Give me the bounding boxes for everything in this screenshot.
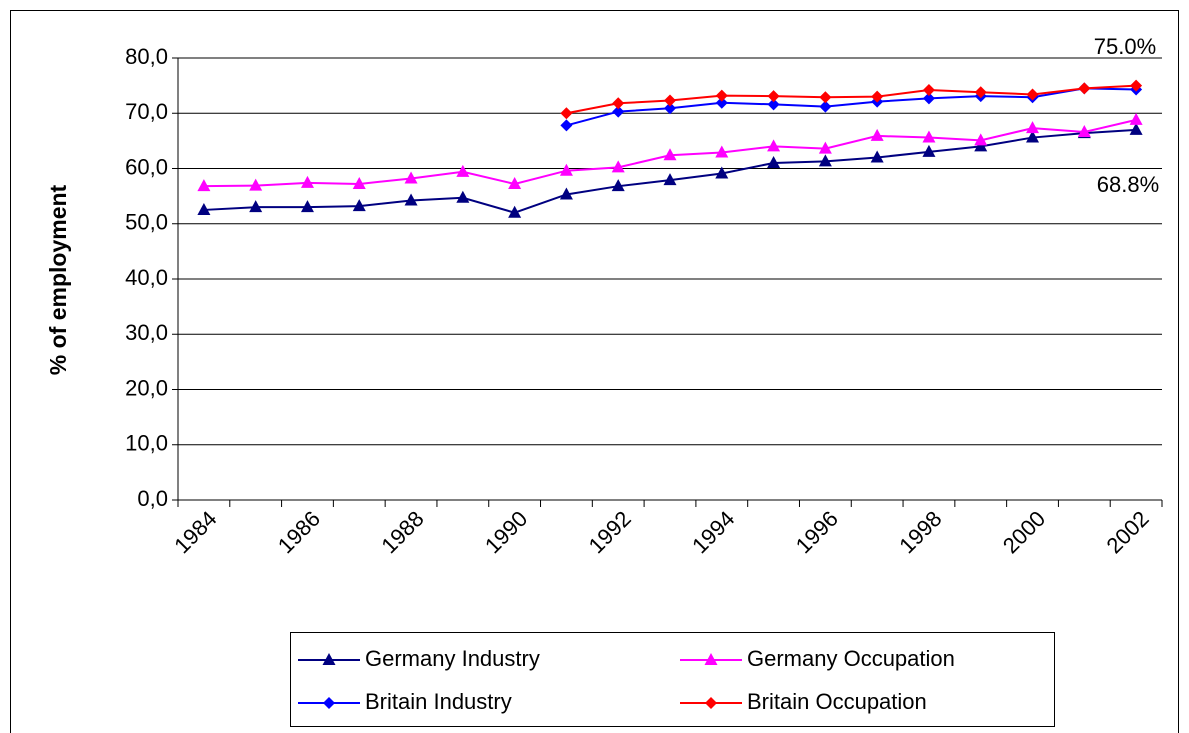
data-point [456, 164, 470, 177]
legend [290, 632, 1055, 727]
data-point [1078, 82, 1091, 95]
data-point [767, 155, 781, 168]
data-point [300, 175, 314, 188]
data-point [974, 133, 988, 146]
data-point [871, 90, 884, 103]
y-tick-label: 0,0 [137, 486, 168, 511]
data-point [819, 91, 832, 104]
data-point [249, 200, 263, 213]
data-point [715, 89, 728, 102]
data-point [404, 171, 418, 184]
data-point [559, 187, 573, 200]
legend-label: Germany Industry [365, 646, 540, 671]
data-point [663, 148, 677, 161]
data-point [611, 179, 625, 192]
data-point [870, 150, 884, 163]
y-tick-label: 20,0 [125, 375, 168, 400]
legend-marker [322, 653, 336, 665]
data-point [922, 144, 936, 157]
data-point [818, 154, 832, 167]
data-point [559, 163, 573, 176]
data-point [612, 97, 625, 110]
data-point [1026, 88, 1039, 101]
legend-marker [323, 697, 335, 709]
data-point [404, 193, 418, 206]
data-point [715, 166, 729, 179]
series-line [566, 84, 1137, 115]
data-point [352, 176, 366, 189]
data-point [1129, 112, 1143, 125]
data-point [612, 105, 625, 118]
data-point [715, 145, 729, 158]
data-point [663, 173, 677, 186]
data-point [664, 94, 676, 107]
data-point [508, 176, 522, 189]
data-point [818, 141, 832, 154]
data-point [249, 178, 263, 191]
series-line [566, 87, 1137, 127]
legend-marker [704, 653, 718, 665]
y-tick-label: 10,0 [125, 431, 168, 456]
annotation: 68.8% [1097, 172, 1159, 197]
data-point [922, 84, 935, 97]
legend-label: Germany Occupation [747, 646, 955, 671]
y-axis-title: % of employment [45, 184, 71, 375]
y-tick-label: 30,0 [125, 320, 168, 345]
data-point [664, 102, 676, 115]
data-point [1077, 125, 1091, 138]
data-point [922, 92, 935, 105]
annotation: 75.0% [1094, 34, 1156, 59]
data-point [767, 139, 781, 152]
data-point [974, 86, 987, 99]
data-point [560, 119, 573, 132]
data-point [508, 205, 522, 218]
data-point [456, 190, 470, 203]
data-point [715, 96, 728, 109]
y-tick-label: 50,0 [125, 210, 168, 235]
data-point [767, 98, 780, 111]
data-point [819, 100, 832, 113]
data-point [197, 202, 211, 215]
chart-border [10, 10, 1179, 733]
data-point [197, 179, 211, 192]
data-point [611, 160, 625, 173]
data-point [300, 200, 314, 213]
data-point [870, 128, 884, 141]
data-point [922, 130, 936, 143]
legend-label: Britain Industry [365, 689, 512, 714]
data-point [1130, 79, 1143, 92]
data-point [560, 107, 573, 120]
y-tick-label: 80,0 [125, 44, 168, 69]
data-point [1026, 130, 1040, 143]
legend-label: Britain Occupation [747, 689, 927, 714]
data-point [1026, 121, 1040, 134]
data-point [1129, 122, 1143, 135]
data-point [974, 139, 988, 152]
legend-marker [705, 697, 717, 709]
y-tick-label: 60,0 [125, 154, 168, 179]
data-point [767, 90, 780, 103]
y-tick-label: 70,0 [125, 99, 168, 124]
y-tick-label: 40,0 [125, 265, 168, 290]
data-point [352, 199, 366, 212]
